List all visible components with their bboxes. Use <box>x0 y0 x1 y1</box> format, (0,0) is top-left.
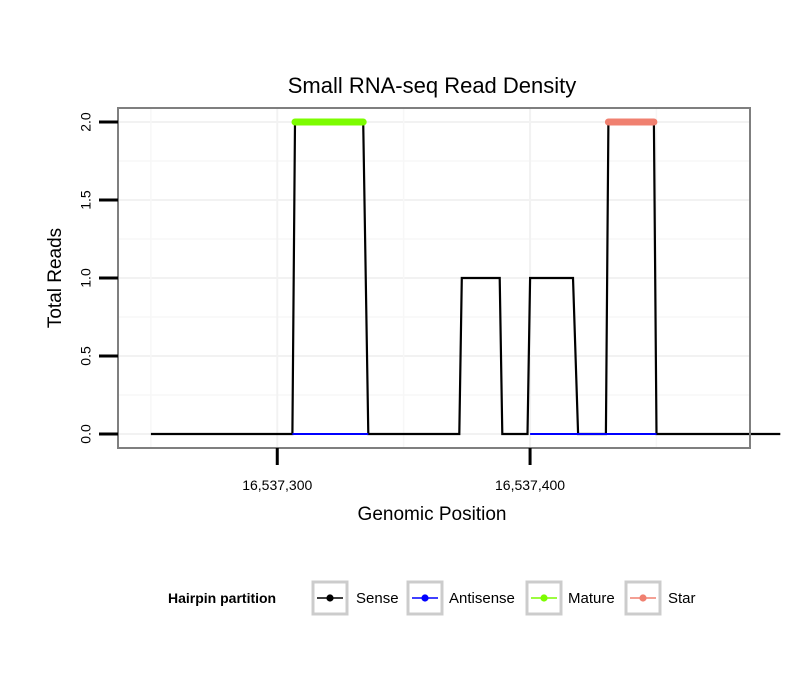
y-tick-label: 2.0 <box>78 112 94 132</box>
x-axis: 16,537,300 16,537,400 <box>242 448 565 493</box>
legend-label-mature: Mature <box>568 590 615 607</box>
legend-key-point <box>421 594 429 602</box>
y-tick-label: 0.0 <box>78 424 94 444</box>
y-axis-title: Total Reads <box>45 228 66 328</box>
legend-key-point <box>540 594 548 602</box>
legend-label-sense: Sense <box>356 590 399 607</box>
legend-label-antisense: Antisense <box>449 590 515 607</box>
series-layer <box>150 118 781 436</box>
legend-key-point <box>639 594 647 602</box>
legend-label-star: Star <box>668 590 696 607</box>
legend-key-point <box>326 594 334 602</box>
y-tick-label: 0.5 <box>78 346 94 366</box>
y-tick-label: 1.5 <box>78 190 94 210</box>
y-axis: 0.0 0.5 1.0 1.5 2.0 <box>78 112 118 444</box>
x-tick-label: 16,537,300 <box>242 477 312 493</box>
y-tick-label: 1.0 <box>78 268 94 288</box>
chart-title: Small RNA-seq Read Density <box>288 73 577 98</box>
legend-title: Hairpin partition <box>168 590 276 606</box>
x-tick-label: 16,537,400 <box>495 477 565 493</box>
legend: Hairpin partition Sense Antisense Mature St… <box>168 580 696 616</box>
x-axis-title: Genomic Position <box>358 504 507 525</box>
